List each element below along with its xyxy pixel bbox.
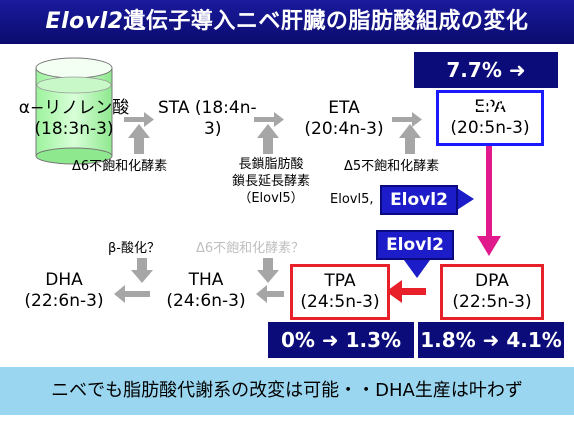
node-sta: STA (18:4n- 3) (158, 98, 257, 140)
enzyme-elongase-line1: 長鎖脂肪酸 (238, 157, 304, 172)
enzyme-d6-desaturase: Δ6不飽和化酵素 (72, 159, 168, 174)
gray-arrows (114, 112, 422, 303)
node-tpa-formula: (24:5n-3) (300, 292, 380, 312)
enzyme-d6-desaturase-question: Δ6不飽和化酵素？ (196, 241, 305, 256)
node-dha-name: DHA (45, 270, 83, 290)
elovl2-badge-bottom: Elovl2 (376, 230, 454, 260)
enzyme-elongase-line2: 鎖長延長酵素 (231, 174, 310, 189)
title-gene: Elovl2 (45, 9, 124, 34)
enzyme-elongase-line3: （Elovl5） (238, 191, 304, 206)
dpa-box (440, 264, 544, 320)
elovl-arrows (404, 188, 474, 278)
epa-change-badge: 7.7% ➜ 3.3% (414, 52, 558, 114)
node-ala-name: α−リノレン酸 (18, 98, 130, 118)
node-tha-name: THA (188, 270, 224, 290)
dpa-to-tpa-arrow (386, 280, 426, 303)
node-dha: DHA (22:6n-3) (14, 270, 114, 312)
node-sta-name: STA (18:4n- (158, 98, 257, 118)
node-eta-formula: (20:4n-3) (304, 119, 384, 139)
title-text: 遺伝子導入ニベ肝臓の脂肪酸組成の変化 (123, 9, 529, 34)
epa-to-dpa-arrow (477, 146, 501, 256)
page-title: Elovl2遺伝子導入ニベ肝臓の脂肪酸組成の変化 (0, 0, 574, 44)
node-ala: α−リノレン酸 (18:3n-3) (12, 98, 136, 140)
tpa-box (290, 264, 390, 320)
node-epa: EPA (20:5n-3) (436, 97, 544, 139)
node-tpa: TPA (24:5n-3) (290, 271, 390, 313)
node-dpa-formula: (22:5n-3) (452, 292, 532, 312)
node-dha-formula: (22:6n-3) (24, 291, 104, 311)
elovl2-badge-top: Elovl2 (380, 185, 458, 215)
enzyme-d5-desaturase: Δ5不飽和化酵素 (344, 159, 440, 174)
dpa-change-badge: 1.8% ➜ 4.1% (418, 322, 564, 358)
epa-box (436, 90, 544, 146)
enzyme-beta-oxidation: β-酸化？ (108, 241, 160, 256)
node-epa-name: EPA (436, 97, 544, 118)
tpa-change-badge: 0% ➜ 1.3% (268, 322, 414, 358)
node-epa-formula: (20:5n-3) (450, 118, 530, 138)
conclusion-banner: ニベでも脂肪酸代謝系の改変は可能・・DHA生産は叶わず (0, 367, 574, 415)
node-tha: THA (24:6n-3) (156, 270, 256, 312)
node-tha-formula: (24:6n-3) (166, 291, 246, 311)
enzyme-elovl5-label: Elovl5, (330, 192, 374, 207)
node-eta: ETA (20:4n-3) (296, 98, 392, 140)
enzyme-elongase: 長鎖脂肪酸 鎖長延長酵素 （Elovl5） (222, 156, 320, 207)
node-sta-formula: 3) (204, 119, 222, 139)
node-ala-formula: (18:3n-3) (34, 119, 114, 139)
node-eta-name: ETA (328, 98, 360, 118)
node-dpa-name: DPA (475, 271, 509, 291)
node-tpa-name: TPA (324, 271, 356, 291)
node-dpa: DPA (22:5n-3) (440, 271, 544, 313)
beaker-icon (35, 57, 113, 165)
